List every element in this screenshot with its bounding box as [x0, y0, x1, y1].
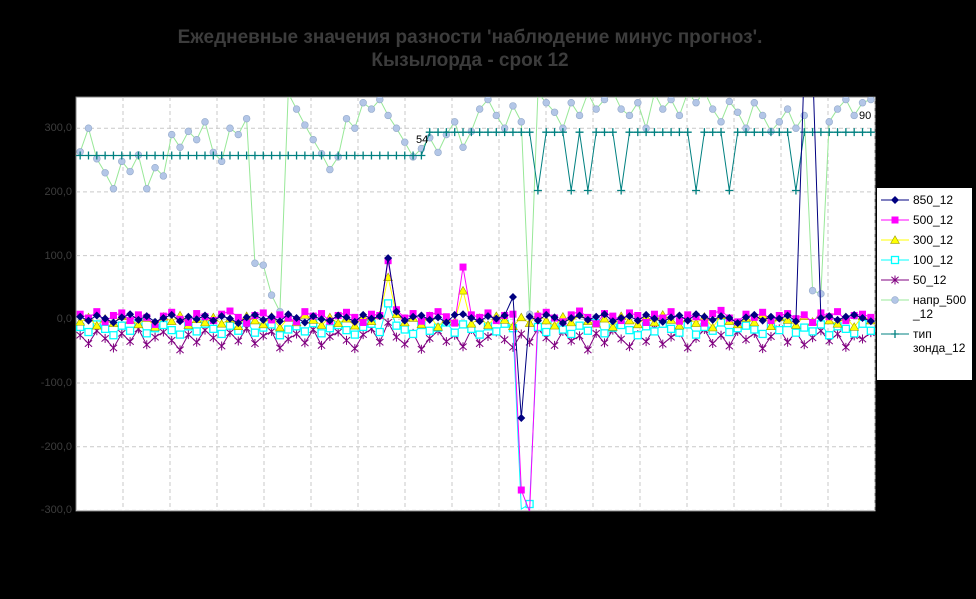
legend-label: 500_12	[913, 213, 954, 227]
legend-label: тип зонда_12	[913, 327, 966, 355]
legend-item-300_12[interactable]: 300_12	[879, 233, 972, 247]
legend-item-500_12[interactable]: 500_12	[879, 213, 972, 227]
chart-title-line1: Ежедневные значения разности 'наблюдение…	[177, 27, 763, 48]
y-axis-tick-label: 300,0	[44, 122, 72, 135]
chart-legend[interactable]: 850_12 500_12 300_12 100_12 50_12 напр_500 _12…	[876, 187, 973, 381]
legend-label: напр_500 _12	[913, 293, 967, 321]
legend-marker-open-square-icon	[881, 255, 909, 265]
legend-marker-plus-icon	[881, 330, 909, 338]
legend-label: 850_12	[913, 193, 954, 207]
series-тип зонда_12[interactable]	[76, 128, 875, 195]
legend-item-напр_500_12[interactable]: напр_500 _12	[879, 293, 972, 321]
legend-marker-star-icon	[881, 275, 909, 285]
y-axis-tick-label: -200,0	[40, 440, 72, 453]
legend-item-850_12[interactable]: 850_12	[879, 193, 972, 207]
y-axis-tick-label: -100,0	[40, 377, 72, 389]
series-data-label: 90	[859, 110, 872, 122]
legend-label: 100_12	[913, 253, 954, 267]
y-axis-tick-label: 200,0	[44, 185, 72, 198]
series-850_12[interactable]	[76, 65, 875, 423]
legend-item-50_12[interactable]: 50_12	[879, 273, 972, 287]
plot-area[interactable]	[75, 96, 876, 512]
y-axis-tick-label: 100,0	[44, 249, 72, 262]
legend-marker-circle-icon	[881, 296, 909, 304]
legend-label: 50_12	[913, 273, 947, 287]
legend-item-100_12[interactable]: 100_12	[879, 253, 972, 267]
y-axis-tick-label: 0,0	[56, 313, 72, 326]
legend-item-тип зонда_12[interactable]: тип зонда_12	[879, 327, 972, 355]
legend-marker-diamond-icon	[881, 196, 909, 204]
y-axis-tick-label: -300,0	[40, 504, 72, 517]
series-data-label: 54	[416, 134, 429, 146]
chart-title-line2: Кызылорда - срок 12	[371, 50, 569, 71]
legend-marker-triangle-icon	[881, 235, 909, 244]
legend-marker-square-icon	[881, 216, 909, 224]
chart-title: Ежедневные значения разности 'наблюдение…	[60, 26, 880, 72]
legend-label: 300_12	[913, 233, 954, 247]
